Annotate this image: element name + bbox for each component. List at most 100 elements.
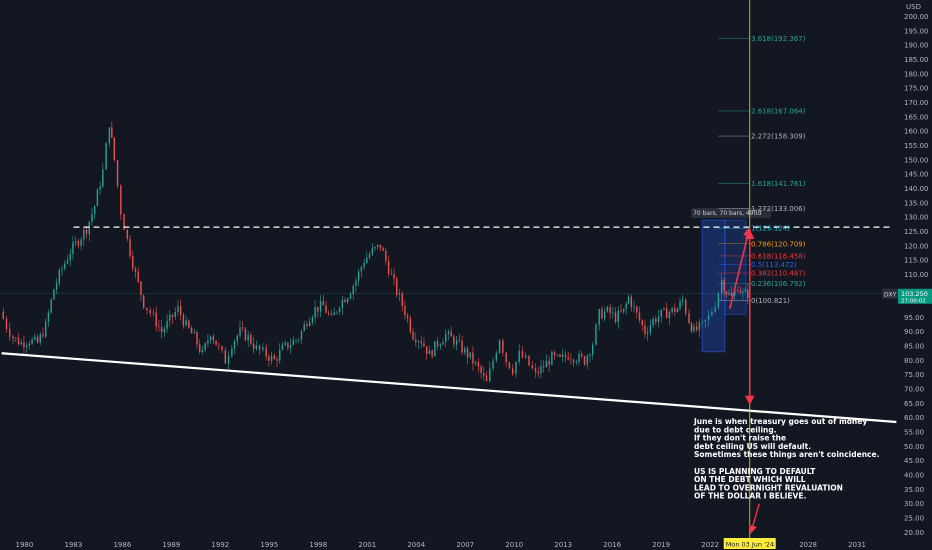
candle[interactable]	[586, 355, 588, 365]
measure-box[interactable]	[701, 219, 726, 353]
candle[interactable]	[72, 242, 74, 255]
candle[interactable]	[742, 291, 744, 293]
candle[interactable]	[53, 289, 55, 300]
candle[interactable]	[142, 295, 145, 308]
candle[interactable]	[625, 303, 627, 309]
candle[interactable]	[349, 294, 352, 299]
candle[interactable]	[387, 261, 390, 275]
candle[interactable]	[268, 356, 270, 361]
candle[interactable]	[300, 330, 303, 340]
candle[interactable]	[472, 352, 474, 364]
candle[interactable]	[155, 312, 157, 327]
price-axis[interactable]	[898, 0, 932, 550]
candle[interactable]	[575, 361, 578, 363]
candle[interactable]	[201, 349, 204, 352]
candle[interactable]	[363, 262, 365, 268]
candle[interactable]	[379, 244, 382, 249]
candle[interactable]	[58, 270, 61, 284]
candle[interactable]	[398, 293, 401, 295]
candle[interactable]	[474, 362, 477, 364]
candle[interactable]	[116, 159, 119, 186]
candle[interactable]	[279, 349, 281, 361]
candle[interactable]	[657, 316, 660, 323]
candle[interactable]	[534, 368, 537, 372]
candle[interactable]	[528, 355, 530, 366]
candle[interactable]	[591, 344, 594, 355]
candle[interactable]	[572, 359, 575, 363]
candle[interactable]	[77, 241, 80, 246]
candle[interactable]	[357, 271, 360, 281]
candle[interactable]	[360, 267, 363, 272]
candle[interactable]	[17, 337, 20, 345]
candle[interactable]	[108, 127, 111, 144]
candle[interactable]	[366, 257, 368, 263]
candle[interactable]	[308, 322, 311, 326]
candle[interactable]	[636, 306, 638, 313]
candle[interactable]	[96, 189, 99, 207]
candle[interactable]	[623, 308, 625, 312]
candle[interactable]	[287, 342, 289, 349]
candle[interactable]	[439, 344, 441, 347]
candle[interactable]	[581, 353, 583, 357]
candle[interactable]	[255, 345, 258, 350]
candle[interactable]	[85, 229, 88, 235]
candle[interactable]	[221, 346, 223, 351]
measure-box-2[interactable]	[724, 219, 747, 316]
candle[interactable]	[129, 238, 131, 256]
candle[interactable]	[671, 307, 673, 313]
candle[interactable]	[204, 343, 206, 350]
candle[interactable]	[545, 360, 548, 368]
candle[interactable]	[559, 354, 561, 357]
candle[interactable]	[601, 309, 603, 319]
candle[interactable]	[515, 361, 517, 374]
candle[interactable]	[578, 353, 580, 362]
candle[interactable]	[311, 317, 314, 323]
candle[interactable]	[262, 347, 264, 350]
candle[interactable]	[603, 311, 606, 319]
candle[interactable]	[690, 323, 693, 332]
candle[interactable]	[55, 283, 58, 290]
candle[interactable]	[377, 244, 379, 247]
candle[interactable]	[61, 268, 63, 271]
candle[interactable]	[111, 127, 113, 138]
candle[interactable]	[445, 333, 447, 343]
candle[interactable]	[152, 312, 155, 314]
candle[interactable]	[5, 318, 8, 329]
candle[interactable]	[483, 373, 485, 376]
candle[interactable]	[196, 332, 198, 345]
candle[interactable]	[428, 350, 431, 355]
candle[interactable]	[47, 312, 50, 322]
candle[interactable]	[174, 312, 176, 318]
candle[interactable]	[149, 310, 151, 314]
candle[interactable]	[681, 299, 684, 302]
candle[interactable]	[160, 326, 163, 333]
candle[interactable]	[723, 280, 725, 292]
candle[interactable]	[265, 347, 267, 357]
candle[interactable]	[314, 306, 316, 318]
candle[interactable]	[74, 241, 77, 243]
candle[interactable]	[553, 351, 556, 356]
candle[interactable]	[425, 346, 428, 355]
candle[interactable]	[236, 335, 238, 342]
candle[interactable]	[461, 340, 463, 353]
candle[interactable]	[679, 301, 681, 309]
candle[interactable]	[685, 299, 687, 314]
candle[interactable]	[146, 307, 148, 311]
candle[interactable]	[193, 332, 195, 334]
candle[interactable]	[737, 290, 739, 292]
candle[interactable]	[93, 206, 96, 214]
candle[interactable]	[330, 314, 333, 316]
candle[interactable]	[660, 309, 662, 317]
candle[interactable]	[113, 137, 115, 160]
candle[interactable]	[374, 246, 376, 249]
candle[interactable]	[502, 340, 504, 353]
candle[interactable]	[455, 340, 458, 345]
candle[interactable]	[322, 301, 324, 306]
candle[interactable]	[303, 324, 305, 331]
candle[interactable]	[649, 325, 652, 333]
candle[interactable]	[218, 345, 220, 347]
candle[interactable]	[404, 305, 406, 316]
candle[interactable]	[655, 318, 657, 323]
support-trendline[interactable]	[1, 352, 897, 424]
candle[interactable]	[215, 340, 217, 346]
